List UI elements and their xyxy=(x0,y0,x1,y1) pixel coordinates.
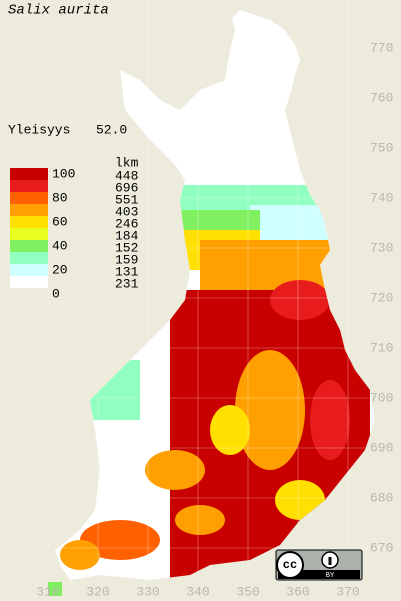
legend-swatch xyxy=(10,216,48,228)
y-tick-label: 740 xyxy=(370,190,393,205)
legend-count: 131 xyxy=(115,264,139,279)
legend-label: 100 xyxy=(52,166,75,181)
legend-swatch xyxy=(10,276,48,288)
legend-count: 152 xyxy=(115,240,138,255)
x-tick-label: 320 xyxy=(86,584,109,599)
legend-count: 448 xyxy=(115,168,138,183)
legend-count: 246 xyxy=(115,216,138,231)
license-badge[interactable]: cc BY xyxy=(275,549,363,581)
legend-count: 403 xyxy=(115,204,138,219)
legend-count: 231 xyxy=(115,276,139,291)
y-tick-label: 760 xyxy=(370,90,393,105)
count-header: lkm xyxy=(115,155,139,170)
statistic-label: Yleisyys xyxy=(8,122,70,137)
legend-label: 60 xyxy=(52,214,68,229)
y-tick-label: 680 xyxy=(370,490,393,505)
y-tick-label: 700 xyxy=(370,390,393,405)
legend-count: 184 xyxy=(115,228,139,243)
legend-count: 551 xyxy=(115,192,139,207)
x-tick-label: 360 xyxy=(286,584,309,599)
x-tick-label: 350 xyxy=(236,584,259,599)
title: Salix aurita xyxy=(8,3,109,19)
x-tick-label: 310 xyxy=(36,584,59,599)
legend-label: 80 xyxy=(52,190,68,205)
y-tick-label: 670 xyxy=(370,540,393,555)
legend-swatch xyxy=(10,228,48,240)
y-tick-label: 750 xyxy=(370,140,393,155)
by-label: BY xyxy=(326,572,335,580)
legend-swatch xyxy=(10,252,48,264)
y-tick-label: 730 xyxy=(370,240,393,255)
legend-swatch xyxy=(10,180,48,192)
x-tick-label: 370 xyxy=(336,584,359,599)
legend-label: 0 xyxy=(52,286,60,301)
x-tick-label: 340 xyxy=(186,584,209,599)
statistic-value: 52.0 xyxy=(96,122,127,137)
legend-swatch xyxy=(10,192,48,204)
legend-label: 40 xyxy=(52,238,68,253)
y-tick-label: 690 xyxy=(370,440,393,455)
grid xyxy=(47,0,390,582)
y-tick-label: 770 xyxy=(370,40,393,55)
cc-icon: cc xyxy=(283,558,297,572)
legend-swatch xyxy=(10,204,48,216)
legend-label: 20 xyxy=(52,262,68,277)
legend-swatch xyxy=(10,168,48,180)
legend-count: 696 xyxy=(115,180,138,195)
aland-islands xyxy=(48,582,62,596)
y-tick-label: 720 xyxy=(370,290,393,305)
x-tick-label: 330 xyxy=(136,584,159,599)
legend-swatch xyxy=(10,240,48,252)
y-tick-label: 710 xyxy=(370,340,393,355)
legend-swatch xyxy=(10,264,48,276)
legend-count: 159 xyxy=(115,252,138,267)
